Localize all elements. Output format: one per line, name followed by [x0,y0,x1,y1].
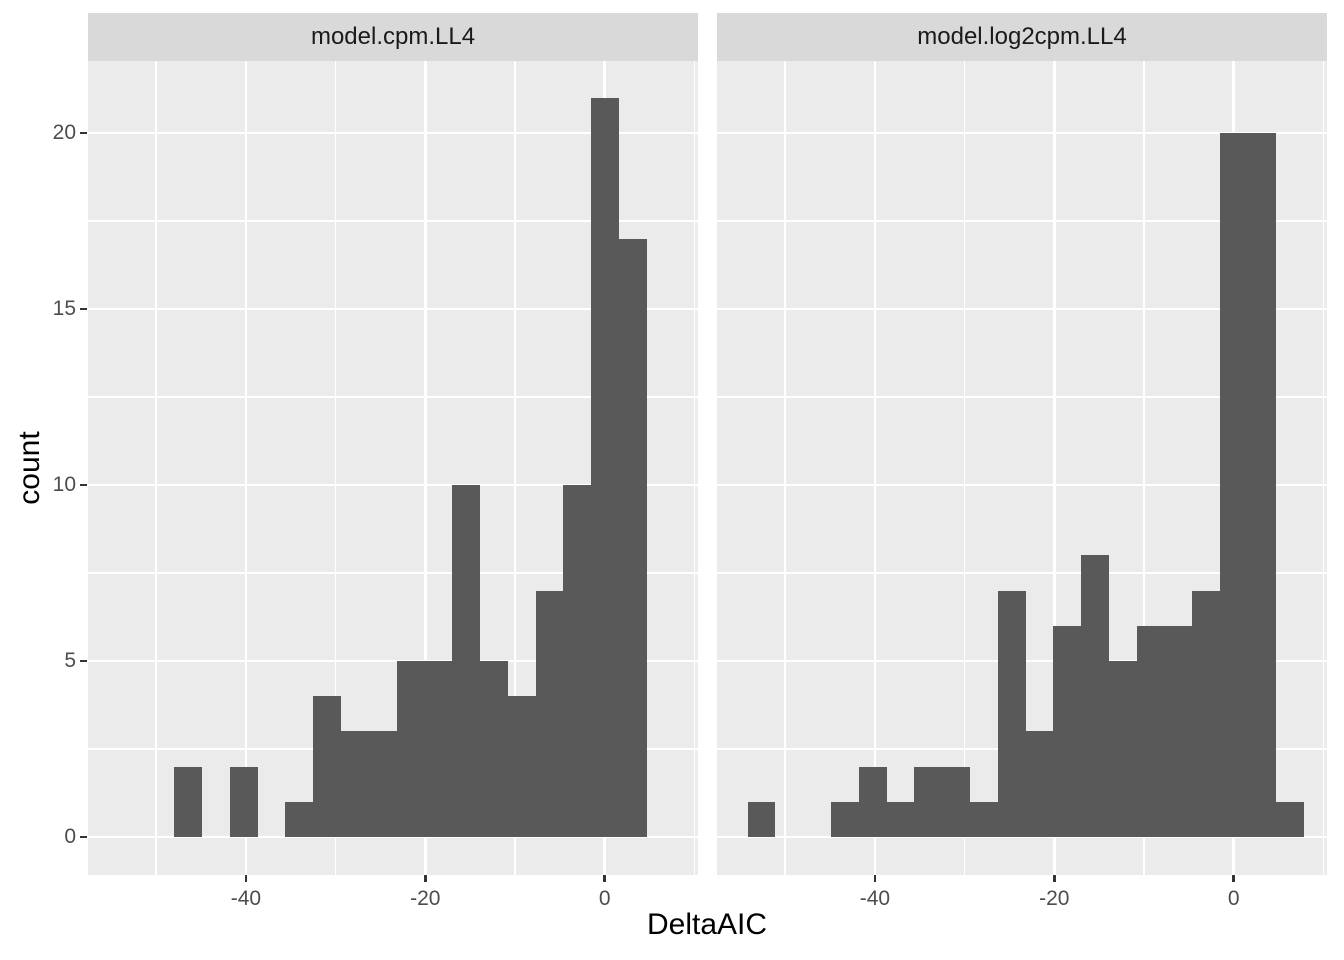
facet-strip-label: model.cpm.LL4 [310,23,476,50]
x-tick-label: -20 [1039,887,1070,910]
minor-gridline-x [1322,61,1325,875]
y-tick-label: 0 [64,824,76,848]
x-tick-mark [873,875,877,882]
facet-strip-model-log2cpm-LL4: model.log2cpm.LL4 [717,13,1327,61]
histogram-bar [591,97,620,837]
minor-gridline-y [88,572,698,574]
histogram-bar [480,661,508,837]
major-gridline-y [88,483,698,487]
histogram-bar [830,801,859,837]
minor-gridline-y [717,396,1327,398]
y-tick-mark [80,659,87,663]
major-gridline-y [717,131,1327,135]
major-gridline-y [88,659,698,663]
major-gridline-x [873,61,877,875]
histogram-bar [1220,133,1249,837]
histogram-bar [747,801,776,837]
histogram-bar [535,590,564,837]
histogram-bar [969,801,998,837]
histogram-bar [1164,625,1193,837]
histogram-bar [997,590,1026,837]
y-tick-mark [80,131,87,135]
histogram-bar [1081,555,1109,837]
minor-gridline-x [155,61,157,875]
major-gridline-y [88,131,698,135]
major-gridline-y [717,835,1327,839]
histogram-bar [1025,731,1054,837]
major-gridline-y [88,835,698,839]
facet-strip-model-cpm-LL4: model.cpm.LL4 [88,13,698,61]
histogram-bar [563,485,592,837]
facet-panel-model-log2cpm-LL4 [717,61,1327,875]
histogram-bar [1109,661,1137,837]
y-tick-label: 15 [52,297,76,321]
major-gridline-y [88,307,698,311]
minor-gridline-x [963,61,966,875]
histogram-bar [340,731,369,837]
histogram-bar [396,661,425,837]
histogram-bar [285,801,314,837]
x-tick-mark [424,875,427,882]
major-gridline-y [717,483,1327,487]
histogram-bar [858,766,887,837]
y-tick-mark [80,835,87,839]
histogram-bar [507,696,536,837]
major-gridline-x [244,61,248,875]
histogram-bar [174,766,202,837]
x-tick-mark [1053,875,1056,882]
y-tick-mark [80,483,87,487]
y-tick-label: 5 [64,649,76,673]
histogram-bar [1136,625,1165,837]
histogram-bar [424,661,453,837]
minor-gridline-y [88,220,698,222]
x-axis-title: DeltaAIC [646,908,768,941]
histogram-bar [1248,133,1276,837]
histogram-bar [452,485,480,837]
y-tick-label: 20 [52,121,76,145]
major-gridline-x [424,61,427,875]
minor-gridline-y [717,220,1327,222]
histogram-bar [1275,801,1304,837]
histogram-bar [619,238,647,837]
x-tick-label: 0 [1227,887,1240,910]
x-tick-mark [1232,875,1235,882]
x-tick-label: 0 [598,887,611,910]
histogram-bar [1192,590,1221,837]
facet-panel-model-cpm-LL4 [88,61,698,875]
histogram-bar [942,766,970,837]
x-tick-mark [244,875,248,882]
minor-gridline-y [88,396,698,398]
minor-gridline-x [514,61,516,875]
major-gridline-x [1053,61,1056,875]
histogram-bar [368,731,397,837]
x-tick-label: -20 [410,887,441,910]
histogram-bar [886,801,915,837]
x-tick-mark [603,875,606,882]
minor-gridline-y [717,572,1327,574]
facet-strip-label: model.log2cpm.LL4 [917,23,1127,50]
x-tick-label: -40 [859,887,891,910]
histogram-bar [1053,625,1082,837]
minor-gridline-x [693,61,696,875]
y-tick-mark [80,307,87,311]
x-tick-label: -40 [230,887,262,910]
minor-gridline-x [784,61,786,875]
major-gridline-y [717,307,1327,311]
minor-gridline-x [1143,61,1145,875]
histogram-bar [229,766,258,837]
minor-gridline-x [334,61,337,875]
histogram-bar [313,696,341,837]
y-tick-label: 10 [52,473,76,497]
histogram-bar [914,766,943,837]
